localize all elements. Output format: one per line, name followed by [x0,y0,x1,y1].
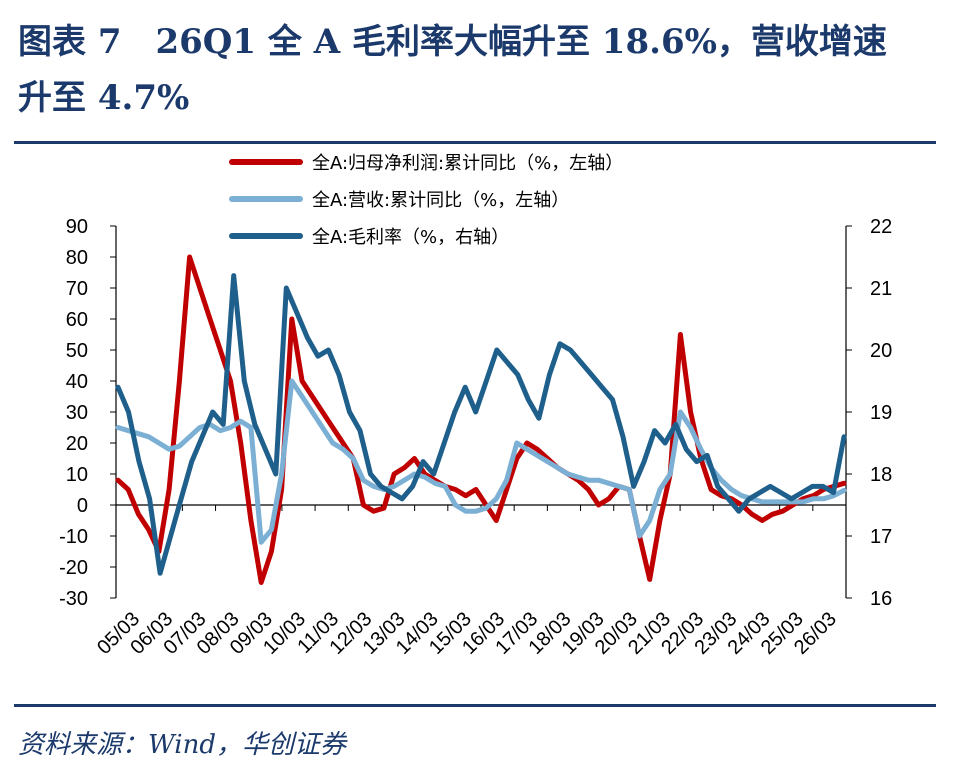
left-tick-label: -10 [59,526,88,548]
left-tick-label: -20 [59,557,88,579]
right-tick-label: 19 [870,402,892,424]
left-tick-label: 30 [66,402,88,424]
left-tick-label: 20 [66,433,88,455]
chart-title-line2: 升至 4.7% [18,78,190,118]
left-tick-label: 0 [77,495,88,517]
top-divider [14,141,936,144]
left-tick-label: -30 [59,588,88,610]
chart-title: 图表 7 26Q1 全 A 毛利率大幅升至 18.6%，营收增速 升至 4.7% [18,14,942,126]
left-tick-label: 60 [66,309,88,331]
line-chart: -30 -20 -10 0 10 20 30 40 50 60 70 80 90 16 17 18 19 20 21… [59,153,892,659]
series-line-2 [115,378,847,545]
right-tick-label: 17 [870,526,892,548]
legend-label-2: 全A:营收:累计同比（%，左轴） [312,190,569,211]
legend-label-3: 全A:毛利率（%，右轴） [312,227,509,248]
source-note: 资料来源：Wind，华创证券 [18,730,346,760]
right-tick-label: 18 [870,464,892,486]
series-line-3 [115,273,847,576]
left-tick-label: 40 [66,371,88,393]
right-tick-label: 22 [870,216,892,238]
legend-label-1: 全A:归母净利润:累计同比（%，左轴） [312,153,623,174]
series-line-1 [115,254,847,585]
right-tick-label: 20 [870,340,892,362]
left-tick-label: 50 [66,340,88,362]
left-tick-label: 10 [66,464,88,486]
bottom-divider [14,704,936,707]
right-tick-label: 16 [870,588,892,610]
chart-title-line1: 图表 7 26Q1 全 A 毛利率大幅升至 18.6%，营收增速 [18,22,887,62]
left-tick-label: 70 [66,278,88,300]
right-tick-label: 21 [870,278,892,300]
left-tick-label: 90 [66,216,88,238]
left-tick-label: 80 [66,247,88,269]
